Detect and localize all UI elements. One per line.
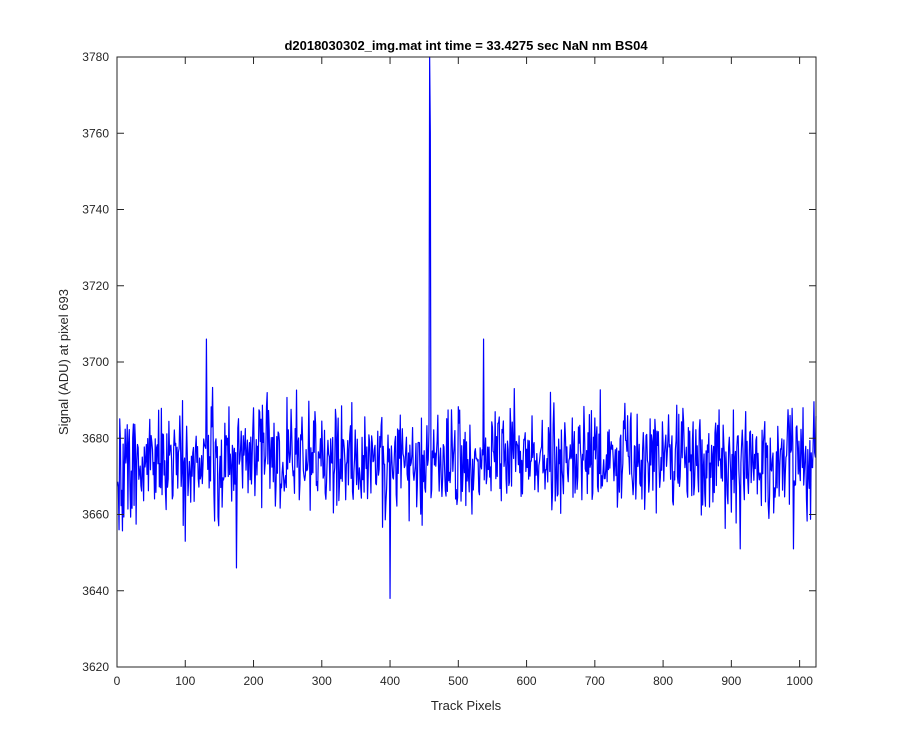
x-tick-label: 0 [114, 674, 121, 688]
plot-area [117, 57, 816, 667]
axes-layer: 0 100 200 300 400 500 600 700 800 900 1000 3620 3640… [82, 50, 817, 688]
y-tick-label: 3780 [82, 50, 109, 64]
x-tick-label: 200 [244, 674, 264, 688]
y-tick-label: 3700 [82, 355, 109, 369]
y-tick-label: 3740 [82, 203, 109, 217]
x-tick-label: 800 [653, 674, 673, 688]
chart-title: d2018030302_img.mat int time = 33.4275 s… [284, 38, 648, 53]
data-layer [117, 56, 817, 599]
y-tick-label: 3620 [82, 660, 109, 674]
x-tick-label: 900 [721, 674, 741, 688]
x-tick-label: 500 [448, 674, 468, 688]
x-tick-label: 300 [312, 674, 332, 688]
y-tick-label: 3680 [82, 431, 109, 445]
y-tick-label: 3720 [82, 279, 109, 293]
y-tick-label: 3660 [82, 508, 109, 522]
x-tick-label: 100 [175, 674, 195, 688]
x-tick-label: 400 [380, 674, 400, 688]
x-tick-label: 1000 [786, 674, 813, 688]
x-axis-label: Track Pixels [431, 698, 502, 713]
x-tick-label: 600 [517, 674, 537, 688]
y-axis-label: Signal (ADU) at pixel 693 [56, 289, 71, 435]
y-tick-label: 3760 [82, 126, 109, 140]
y-tick-label: 3640 [82, 584, 109, 598]
x-tick-label: 700 [585, 674, 605, 688]
series-line [117, 56, 817, 599]
